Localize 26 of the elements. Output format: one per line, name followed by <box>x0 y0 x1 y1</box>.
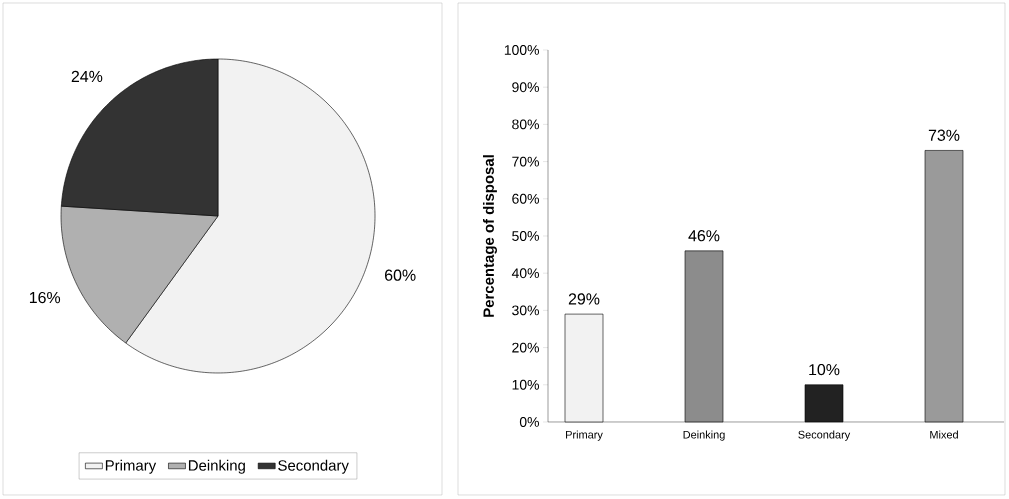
x-tick-label: Secondary <box>798 430 851 441</box>
y-tick-label: 0% <box>519 417 539 427</box>
x-tick-label: Primary <box>566 430 603 441</box>
y-tick-label: 80% <box>512 119 539 130</box>
data-label: 73% <box>928 129 960 141</box>
y-tick-label: 100% <box>504 45 539 55</box>
y-tick-label: 70% <box>512 156 539 167</box>
y-tick-label: 60% <box>512 193 539 204</box>
y-axis-title: Percentage of disposal <box>482 155 497 317</box>
data-label: 60% <box>385 269 416 281</box>
data-label: 16% <box>29 291 61 304</box>
y-tick-label: 40% <box>511 268 539 279</box>
y-tick-label: 50% <box>512 231 539 241</box>
legend-label: Deinking <box>188 459 245 474</box>
y-tick-label: 10% <box>512 379 539 390</box>
legend-label: Primary <box>105 459 157 474</box>
data-label: 29% <box>568 293 600 305</box>
data-label: 46% <box>688 230 720 242</box>
y-tick-label: 30% <box>512 305 539 316</box>
data-label: 10% <box>809 363 840 376</box>
y-tick-label: 20% <box>512 342 539 353</box>
y-tick-label: 90% <box>512 82 539 93</box>
x-tick-label: Deinking <box>683 430 725 441</box>
legend-label: Secondary <box>278 459 349 474</box>
x-tick-label: Mixed <box>930 430 958 439</box>
data-label: 24% <box>71 70 103 82</box>
